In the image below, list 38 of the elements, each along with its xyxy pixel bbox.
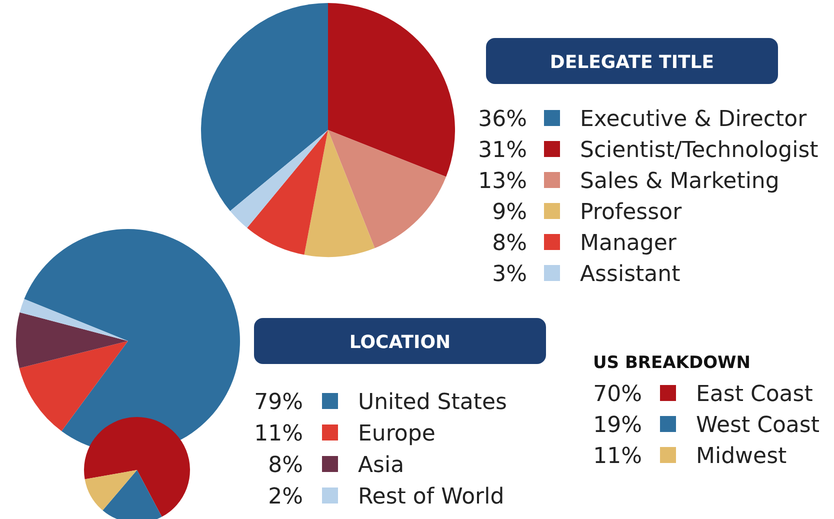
data-label: 19% xyxy=(593,413,642,438)
legend-label: Assistant xyxy=(580,262,681,287)
data-label: 2% xyxy=(268,484,303,510)
data-label: 3% xyxy=(492,262,527,287)
text: LOCATION xyxy=(349,332,451,353)
pie-slice xyxy=(247,130,328,255)
legend-label: Professor xyxy=(580,200,683,225)
legend-label: Rest of World xyxy=(358,484,504,510)
legend-label: Scientist/Technologist xyxy=(580,138,819,163)
legend-label: Midwest xyxy=(696,444,788,469)
legend-label: Asia xyxy=(358,453,404,478)
legend-label: West Coast xyxy=(696,413,820,438)
pie-slice xyxy=(201,3,328,211)
pie-slice xyxy=(16,312,128,368)
pie-slice xyxy=(328,3,455,177)
data-label: 13% xyxy=(478,169,527,194)
data-label: 11% xyxy=(254,422,303,446)
legend-label: East Coast xyxy=(696,382,814,407)
data-label: 31% xyxy=(478,138,527,163)
pie-slice xyxy=(20,299,128,341)
chart-title: US BREAKDOWN xyxy=(593,353,750,373)
legend-label: United States xyxy=(358,390,507,415)
data-label: 79% xyxy=(254,390,303,415)
data-label: 70% xyxy=(593,382,642,407)
pie-slice xyxy=(19,341,128,432)
pie-slice xyxy=(328,130,446,248)
legend-label: Manager xyxy=(580,231,678,256)
pie-slice xyxy=(230,130,328,228)
text: DELEGATE TITLE xyxy=(550,52,714,73)
pie-slice xyxy=(304,130,375,257)
data-label: 36% xyxy=(478,107,527,132)
data-label: 8% xyxy=(268,453,303,478)
data-label: 9% xyxy=(492,200,527,225)
legend-label: Europe xyxy=(358,422,436,446)
data-label: 11% xyxy=(593,444,642,469)
data-label: 8% xyxy=(492,231,527,256)
legend-label: Sales & Marketing xyxy=(580,169,780,194)
legend-label: Executive & Director xyxy=(580,107,808,132)
